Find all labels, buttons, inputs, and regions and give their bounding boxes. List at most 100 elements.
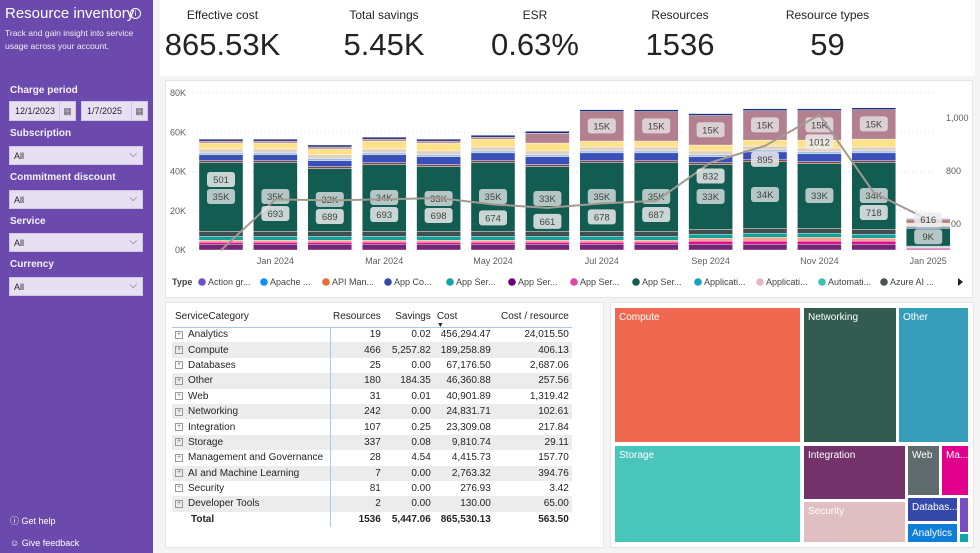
treemap-tile[interactable]: Ma... bbox=[941, 445, 969, 496]
bar-segment[interactable] bbox=[525, 241, 570, 245]
bar-segment[interactable] bbox=[579, 236, 624, 241]
bar-segment[interactable] bbox=[525, 243, 570, 251]
bar-segment[interactable] bbox=[851, 146, 896, 152]
bar-segment[interactable] bbox=[361, 152, 407, 156]
table-row[interactable]: + Security 81 0.00 276.93 3.42 bbox=[172, 480, 572, 497]
legend-item[interactable]: Azure AI ... bbox=[890, 277, 934, 287]
bar-segment[interactable] bbox=[470, 134, 516, 138]
expand-icon[interactable]: + bbox=[175, 392, 183, 401]
bar-segment[interactable] bbox=[851, 234, 896, 239]
table-row[interactable]: + Networking 242 0.00 24,831.71 102.61 bbox=[172, 403, 572, 420]
bar-segment[interactable] bbox=[361, 236, 407, 241]
bar-segment[interactable] bbox=[470, 150, 516, 154]
bar-segment[interactable] bbox=[688, 243, 733, 251]
legend-item[interactable]: App Co... bbox=[394, 277, 432, 287]
bar-segment[interactable] bbox=[361, 243, 407, 251]
treemap-tile[interactable]: Other bbox=[898, 307, 969, 443]
bar-segment[interactable] bbox=[416, 243, 461, 251]
bar-segment[interactable] bbox=[634, 241, 679, 245]
treemap-tile[interactable]: Analytics bbox=[907, 523, 958, 543]
legend-item[interactable]: API Man... bbox=[332, 277, 374, 287]
table-row[interactable]: + Analytics 19 0.02 456,294.47 24,015.50 bbox=[172, 327, 572, 343]
bar-segment[interactable] bbox=[253, 152, 298, 156]
bar-segment[interactable] bbox=[470, 241, 516, 245]
treemap-tile[interactable]: Compute bbox=[614, 307, 801, 443]
bar-segment[interactable] bbox=[797, 153, 842, 162]
bar-segment[interactable] bbox=[579, 152, 624, 161]
bar-segment[interactable] bbox=[579, 146, 624, 152]
give-feedback-link[interactable]: ☺ Give feedback bbox=[10, 538, 79, 548]
table-row[interactable]: + AI and Machine Learning 7 0.00 2,763.32 394… bbox=[172, 465, 572, 481]
bar-segment[interactable] bbox=[797, 228, 842, 234]
expand-icon[interactable]: + bbox=[175, 376, 183, 385]
bar-segment[interactable] bbox=[742, 240, 788, 245]
bar-segment[interactable] bbox=[634, 109, 679, 112]
bar-segment[interactable] bbox=[634, 140, 679, 148]
bar-segment[interactable] bbox=[742, 237, 788, 242]
bar-segment[interactable] bbox=[579, 239, 624, 243]
bar-segment[interactable] bbox=[797, 240, 842, 245]
bar-segment[interactable] bbox=[579, 243, 624, 251]
bar-segment[interactable] bbox=[525, 154, 570, 157]
bar-segment[interactable] bbox=[307, 154, 353, 159]
bar-segment[interactable] bbox=[688, 234, 733, 239]
legend-item[interactable]: App Ser... bbox=[456, 277, 496, 287]
bar-segment[interactable] bbox=[198, 142, 244, 150]
bar-segment[interactable] bbox=[851, 238, 896, 242]
bar-segment[interactable] bbox=[416, 140, 461, 144]
bar-segment[interactable] bbox=[634, 152, 679, 161]
treemap-tile[interactable] bbox=[959, 533, 969, 543]
bar-segment[interactable] bbox=[361, 231, 407, 237]
expand-icon[interactable]: + bbox=[175, 330, 183, 339]
bar-segment[interactable] bbox=[470, 152, 516, 161]
start-date-input[interactable]: 12/1/2023 ▦ bbox=[9, 101, 76, 121]
bar-segment[interactable] bbox=[525, 236, 570, 241]
bar-segment[interactable] bbox=[416, 154, 461, 157]
expand-icon[interactable]: + bbox=[175, 438, 183, 447]
bar-segment[interactable] bbox=[634, 236, 679, 241]
bar-segment[interactable] bbox=[470, 243, 516, 251]
col-resources[interactable]: Resources bbox=[330, 307, 384, 328]
bar-segment[interactable] bbox=[851, 160, 896, 163]
bar-segment[interactable] bbox=[742, 108, 788, 111]
bar-segment[interactable] bbox=[634, 150, 679, 154]
table-row[interactable]: + Management and Governance 28 4.54 4,415.73… bbox=[172, 450, 572, 466]
treemap-tile[interactable]: Security bbox=[803, 501, 906, 543]
calendar-icon[interactable]: ▦ bbox=[59, 102, 75, 120]
bar-segment[interactable] bbox=[525, 142, 570, 152]
bar-segment[interactable] bbox=[307, 239, 353, 243]
bar-segment[interactable] bbox=[198, 140, 244, 144]
treemap-tile[interactable]: Databas... bbox=[907, 497, 958, 522]
legend-item[interactable]: Automati... bbox=[828, 277, 871, 287]
bar-segment[interactable] bbox=[253, 239, 298, 243]
bar-segment[interactable] bbox=[361, 138, 407, 142]
bar-segment[interactable] bbox=[742, 243, 788, 251]
treemap-tile[interactable]: Networking bbox=[803, 307, 897, 443]
bar-segment[interactable] bbox=[253, 160, 298, 163]
bar-segment[interactable] bbox=[579, 231, 624, 237]
bar-segment[interactable] bbox=[253, 140, 298, 144]
bar-segment[interactable] bbox=[634, 231, 679, 237]
bar-segment[interactable] bbox=[579, 109, 624, 112]
bar-segment[interactable] bbox=[851, 150, 896, 154]
bar-segment[interactable] bbox=[198, 160, 244, 163]
bar-segment[interactable] bbox=[416, 164, 461, 167]
bar-segment[interactable] bbox=[253, 236, 298, 241]
table-row[interactable]: + Databases 25 0.00 67,176.50 2,687.06 bbox=[172, 357, 572, 374]
bar-segment[interactable] bbox=[361, 154, 407, 163]
bar-segment[interactable] bbox=[307, 148, 353, 156]
bar-segment[interactable] bbox=[198, 152, 244, 156]
expand-icon[interactable]: + bbox=[175, 361, 183, 370]
bar-segment[interactable] bbox=[742, 228, 788, 234]
col-service-category[interactable]: ServiceCategory bbox=[172, 307, 330, 328]
bar-segment[interactable] bbox=[307, 146, 353, 150]
table-row[interactable]: + Other 180 184.35 46,360.88 257.56 bbox=[172, 373, 572, 389]
bar-segment[interactable] bbox=[634, 239, 679, 243]
bar-segment[interactable] bbox=[470, 231, 516, 237]
bar-segment[interactable] bbox=[253, 138, 298, 142]
bar-segment[interactable] bbox=[579, 140, 624, 148]
legend-item[interactable]: Action gr... bbox=[208, 277, 251, 287]
bar-segment[interactable] bbox=[307, 166, 353, 169]
bar-segment[interactable] bbox=[851, 229, 896, 235]
bar-segment[interactable] bbox=[253, 241, 298, 245]
